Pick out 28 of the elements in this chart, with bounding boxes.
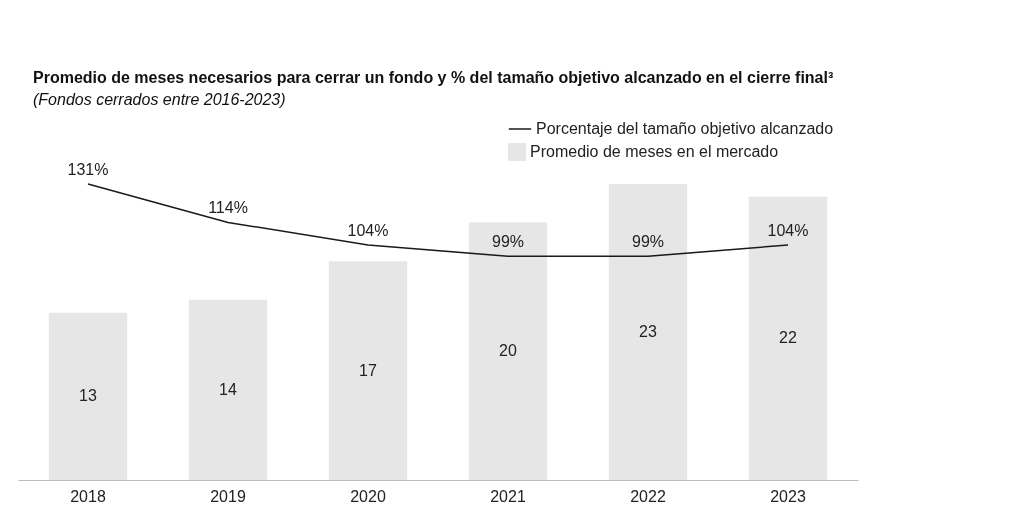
legend-label: Promedio de meses en el mercado — [530, 143, 779, 160]
bar — [608, 184, 688, 480]
bar — [48, 312, 128, 480]
x-tick-label: 2023 — [770, 487, 806, 505]
chart-subtitle: (Fondos cerrados entre 2016-2023) — [33, 91, 286, 108]
x-tick-label: 2018 — [70, 487, 106, 505]
data-label: 99% — [491, 233, 525, 251]
legend-label: Porcentaje del tamaño objetivo alcanzado — [536, 120, 834, 137]
x-tick-label: 2022 — [630, 487, 666, 505]
data-label: 14 — [219, 380, 237, 398]
data-label: 22 — [779, 329, 797, 347]
data-label: 20 — [499, 342, 517, 360]
x-tick-label: 2021 — [490, 487, 526, 505]
data-label: 23 — [639, 323, 657, 340]
data-label: 114% — [208, 199, 248, 217]
x-tick-label: 2019 — [210, 487, 246, 505]
data-label: 104% — [767, 222, 809, 240]
bar — [468, 222, 548, 480]
data-label: 99% — [631, 233, 665, 251]
data-label: 13 — [79, 387, 97, 405]
x-tick-label: 2020 — [350, 487, 386, 505]
bar — [748, 196, 828, 480]
data-label: 131% — [67, 161, 109, 178]
bar — [328, 261, 408, 480]
data-label: 104% — [347, 222, 389, 240]
data-label: 17 — [359, 361, 377, 379]
bar — [188, 299, 268, 480]
chart-title: Promedio de meses necesarios para cerrar un fondo y % del tamaño objetivo alcanzado en el cierre final³ — [33, 69, 834, 86]
